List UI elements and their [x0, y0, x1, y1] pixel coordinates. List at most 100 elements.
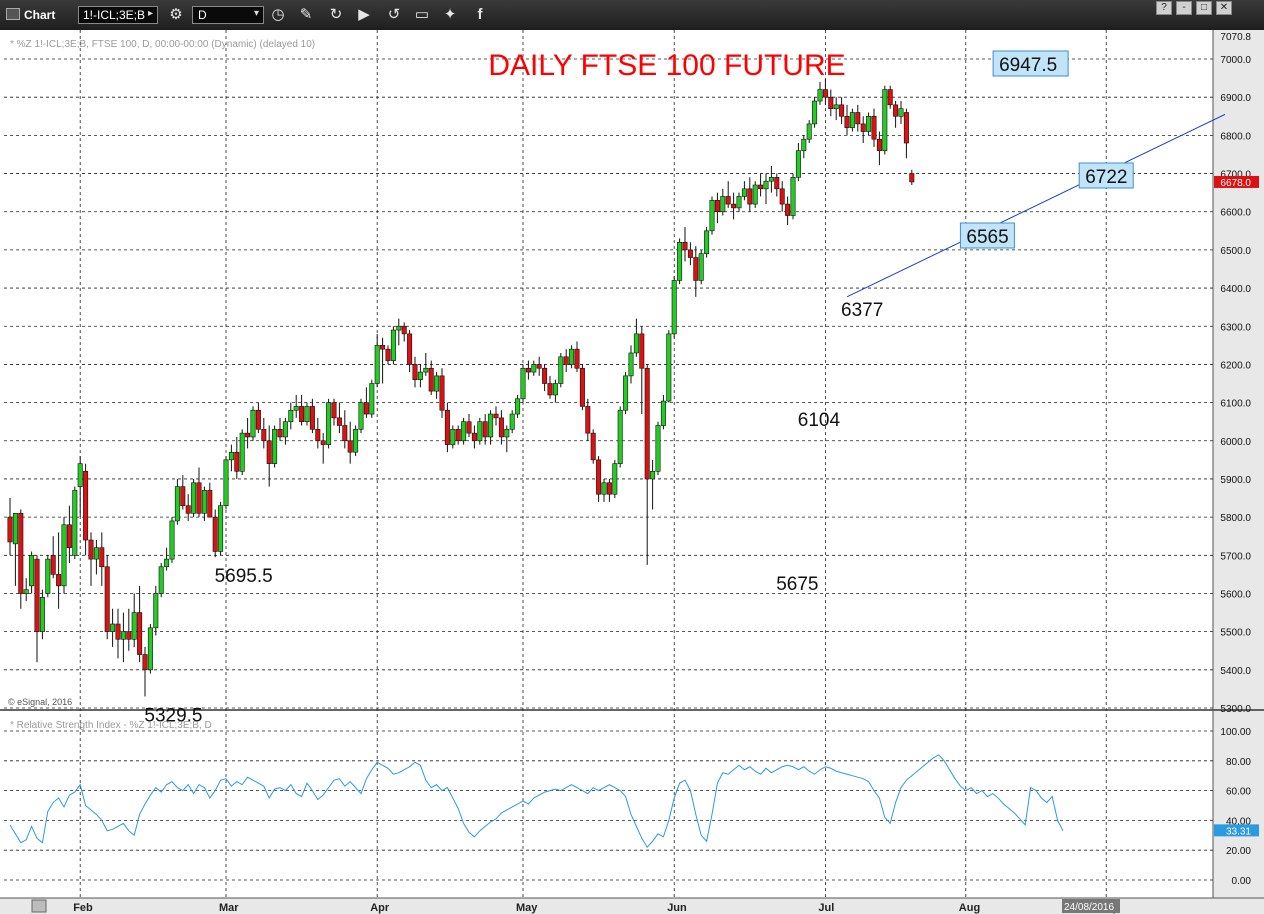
candle-body	[558, 356, 564, 384]
candle-body	[828, 96, 834, 109]
date-axis-bg	[0, 898, 1264, 914]
candle-body	[234, 451, 240, 472]
price-tick-label: 5800.0	[1220, 513, 1251, 524]
candle-body	[785, 203, 791, 216]
candle-body	[833, 104, 839, 109]
play-icon[interactable]: ▶	[358, 6, 370, 23]
candle-body	[817, 89, 823, 102]
candle-body	[50, 555, 56, 575]
refresh-icon[interactable]: ↻	[329, 6, 343, 23]
candle-body	[110, 623, 116, 632]
candle-body	[272, 429, 278, 464]
candle-body	[542, 367, 548, 384]
candle-body	[714, 199, 720, 213]
date-axis: FebMarAprMayJunJulAugSep24/08/2016	[31, 899, 1120, 914]
candle-body	[218, 505, 224, 552]
candle-body	[131, 612, 137, 640]
price-tick-label: 5400.0	[1220, 666, 1251, 677]
candle-body	[336, 417, 342, 426]
candle-body	[455, 429, 461, 442]
price-tick-label: 7000.0	[1220, 55, 1251, 66]
candle-body	[304, 406, 310, 422]
chart-area[interactable]: * %Z 1!-ICL;3E;B, FTSE 100, D, 00:00-00:…	[0, 30, 1264, 914]
candle-body	[196, 482, 202, 514]
candle-body	[704, 230, 710, 255]
candle-body	[822, 89, 828, 98]
date-tick-label: Feb	[73, 902, 93, 914]
interval-field[interactable]: D ▾	[192, 6, 264, 24]
clock-icon[interactable]: ◷	[271, 6, 285, 23]
candle-body	[417, 371, 423, 380]
candle-body	[358, 402, 364, 430]
rsi-tick-label: 100.00	[1220, 727, 1251, 738]
candle-body	[255, 409, 261, 430]
candle-body	[504, 429, 510, 438]
candle-body	[866, 115, 872, 132]
symbol-caret-icon[interactable]: ▸	[147, 8, 153, 19]
candle-body	[569, 348, 575, 365]
twitter-icon[interactable]: ✦	[443, 6, 457, 23]
candle-body	[763, 180, 769, 190]
title-bar: Chart 1!-ICL;3E;B ▸ ⚙ D ▾ ◷ ✎ ↻ ▶ ↺ ▭ ✦ …	[0, 0, 1264, 31]
candle-body	[331, 402, 337, 419]
annotations: 5329.5 5695.5 5675 6104 6377 6565 6947.5 6722	[144, 50, 1134, 727]
candle-body	[731, 203, 737, 209]
candle-body	[18, 513, 24, 594]
price-tick-label: 6200.0	[1220, 360, 1251, 371]
candle-body	[315, 429, 321, 442]
candle-body	[520, 367, 526, 400]
maximize-button[interactable]: □	[1196, 1, 1212, 15]
candle-body	[628, 352, 634, 377]
candle-body	[590, 432, 596, 461]
date-tick-label: Aug	[959, 902, 980, 914]
trendline[interactable]	[846, 113, 1226, 298]
candle-body	[655, 425, 661, 472]
candle-body	[466, 421, 472, 434]
price-tick-label: 5700.0	[1220, 551, 1251, 562]
candle-body	[844, 115, 850, 129]
candle-body	[115, 623, 121, 640]
rsi-line	[9, 754, 1064, 849]
candle-body	[849, 112, 855, 129]
interval-dropdown-icon[interactable]: ▾	[253, 8, 259, 19]
candle-body	[412, 364, 418, 380]
candle-body	[223, 459, 229, 506]
facebook-icon[interactable]: f	[477, 6, 483, 23]
settings-icon[interactable]: ⚙	[169, 6, 183, 23]
candle-body	[461, 421, 467, 442]
pencil-icon[interactable]: ✎	[299, 6, 313, 23]
price-top-label: 7070.8	[1220, 32, 1251, 43]
history-icon[interactable]: ↺	[387, 6, 401, 23]
candle-body	[450, 429, 456, 445]
candle-body	[158, 566, 164, 594]
candle-body	[434, 375, 440, 392]
candle-body	[29, 555, 35, 587]
candle-body	[320, 440, 326, 445]
candle-body	[439, 375, 445, 411]
cursor-date-label: 24/08/2016	[1064, 902, 1114, 913]
candle-body	[201, 490, 207, 514]
candle-body	[747, 188, 753, 205]
candle-body	[374, 345, 380, 384]
canvas-bg	[0, 30, 1264, 914]
candle-body	[758, 184, 764, 190]
comment-icon[interactable]: ▭	[414, 6, 430, 23]
candle-body	[277, 429, 283, 438]
symbol-field[interactable]: 1!-ICL;3E;B ▸	[78, 6, 158, 24]
candle-body	[860, 123, 866, 132]
rsi-tick-label: 60.00	[1226, 787, 1251, 798]
candle-body	[639, 333, 645, 369]
candle-body	[228, 451, 234, 461]
candle-body	[23, 589, 29, 594]
candle-body	[142, 654, 148, 671]
close-button[interactable]: ✕	[1216, 1, 1232, 15]
minimize-button[interactable]: -	[1176, 1, 1192, 15]
candle-body	[72, 490, 78, 556]
price-annotation: 6104	[798, 410, 841, 431]
candle-body	[687, 249, 693, 258]
candle-body	[45, 558, 51, 594]
candle-body	[525, 367, 531, 373]
candle-body	[617, 409, 623, 464]
candle-body	[698, 253, 704, 281]
help-button[interactable]: ?	[1156, 1, 1172, 15]
